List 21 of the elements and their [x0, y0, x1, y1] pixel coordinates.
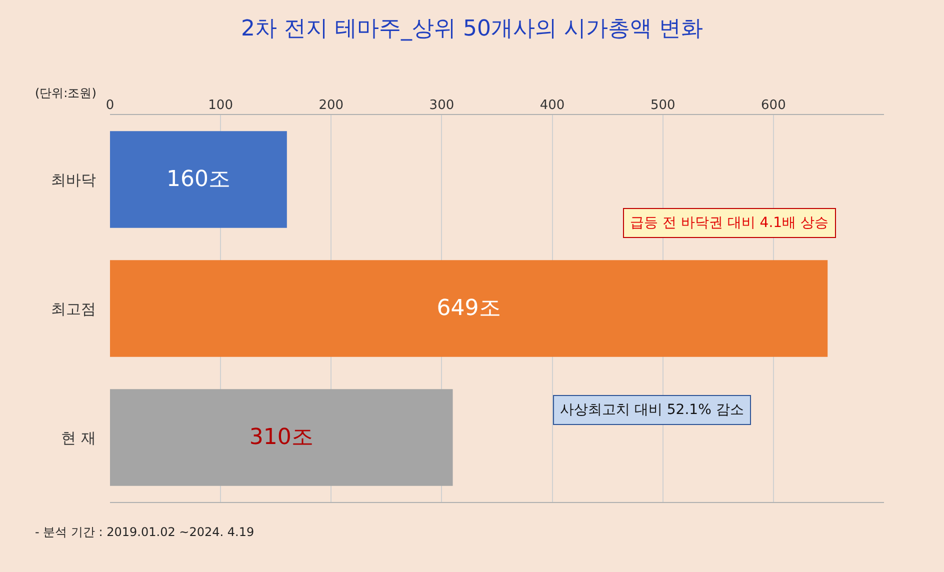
annotation: 사상최고치 대비 52.1% 감소: [560, 402, 744, 418]
chart-title: 2차 전지 테마주_상위 50개사의 시가총액 변화: [241, 16, 703, 42]
x-tick-label: 0: [106, 98, 114, 113]
y-tick-label: 현 재: [61, 428, 96, 447]
bar: [110, 260, 828, 357]
text: - 분석 기간 : 2019.01.02 ~2024. 4.19: [35, 525, 254, 539]
x-tick-label: 500: [650, 98, 676, 113]
data-label: 310조: [249, 425, 314, 450]
bar: [110, 389, 453, 486]
y-tick-label: 최바닥: [51, 170, 96, 189]
y-tick-label: 최고점: [51, 300, 96, 318]
x-tick-label: 400: [540, 98, 565, 113]
x-tick-label: 300: [429, 98, 454, 113]
annotation: 급등 전 바닥권 대비 4.1배 상승: [630, 215, 829, 231]
data-label: 160조: [166, 167, 230, 192]
bar: [110, 131, 287, 228]
x-tick-label: 100: [208, 98, 233, 113]
data-label: 649조: [436, 296, 501, 322]
x-tick-label: 200: [318, 98, 344, 113]
x-tick-label: 600: [761, 98, 786, 113]
text: (단위:조원): [35, 86, 96, 100]
